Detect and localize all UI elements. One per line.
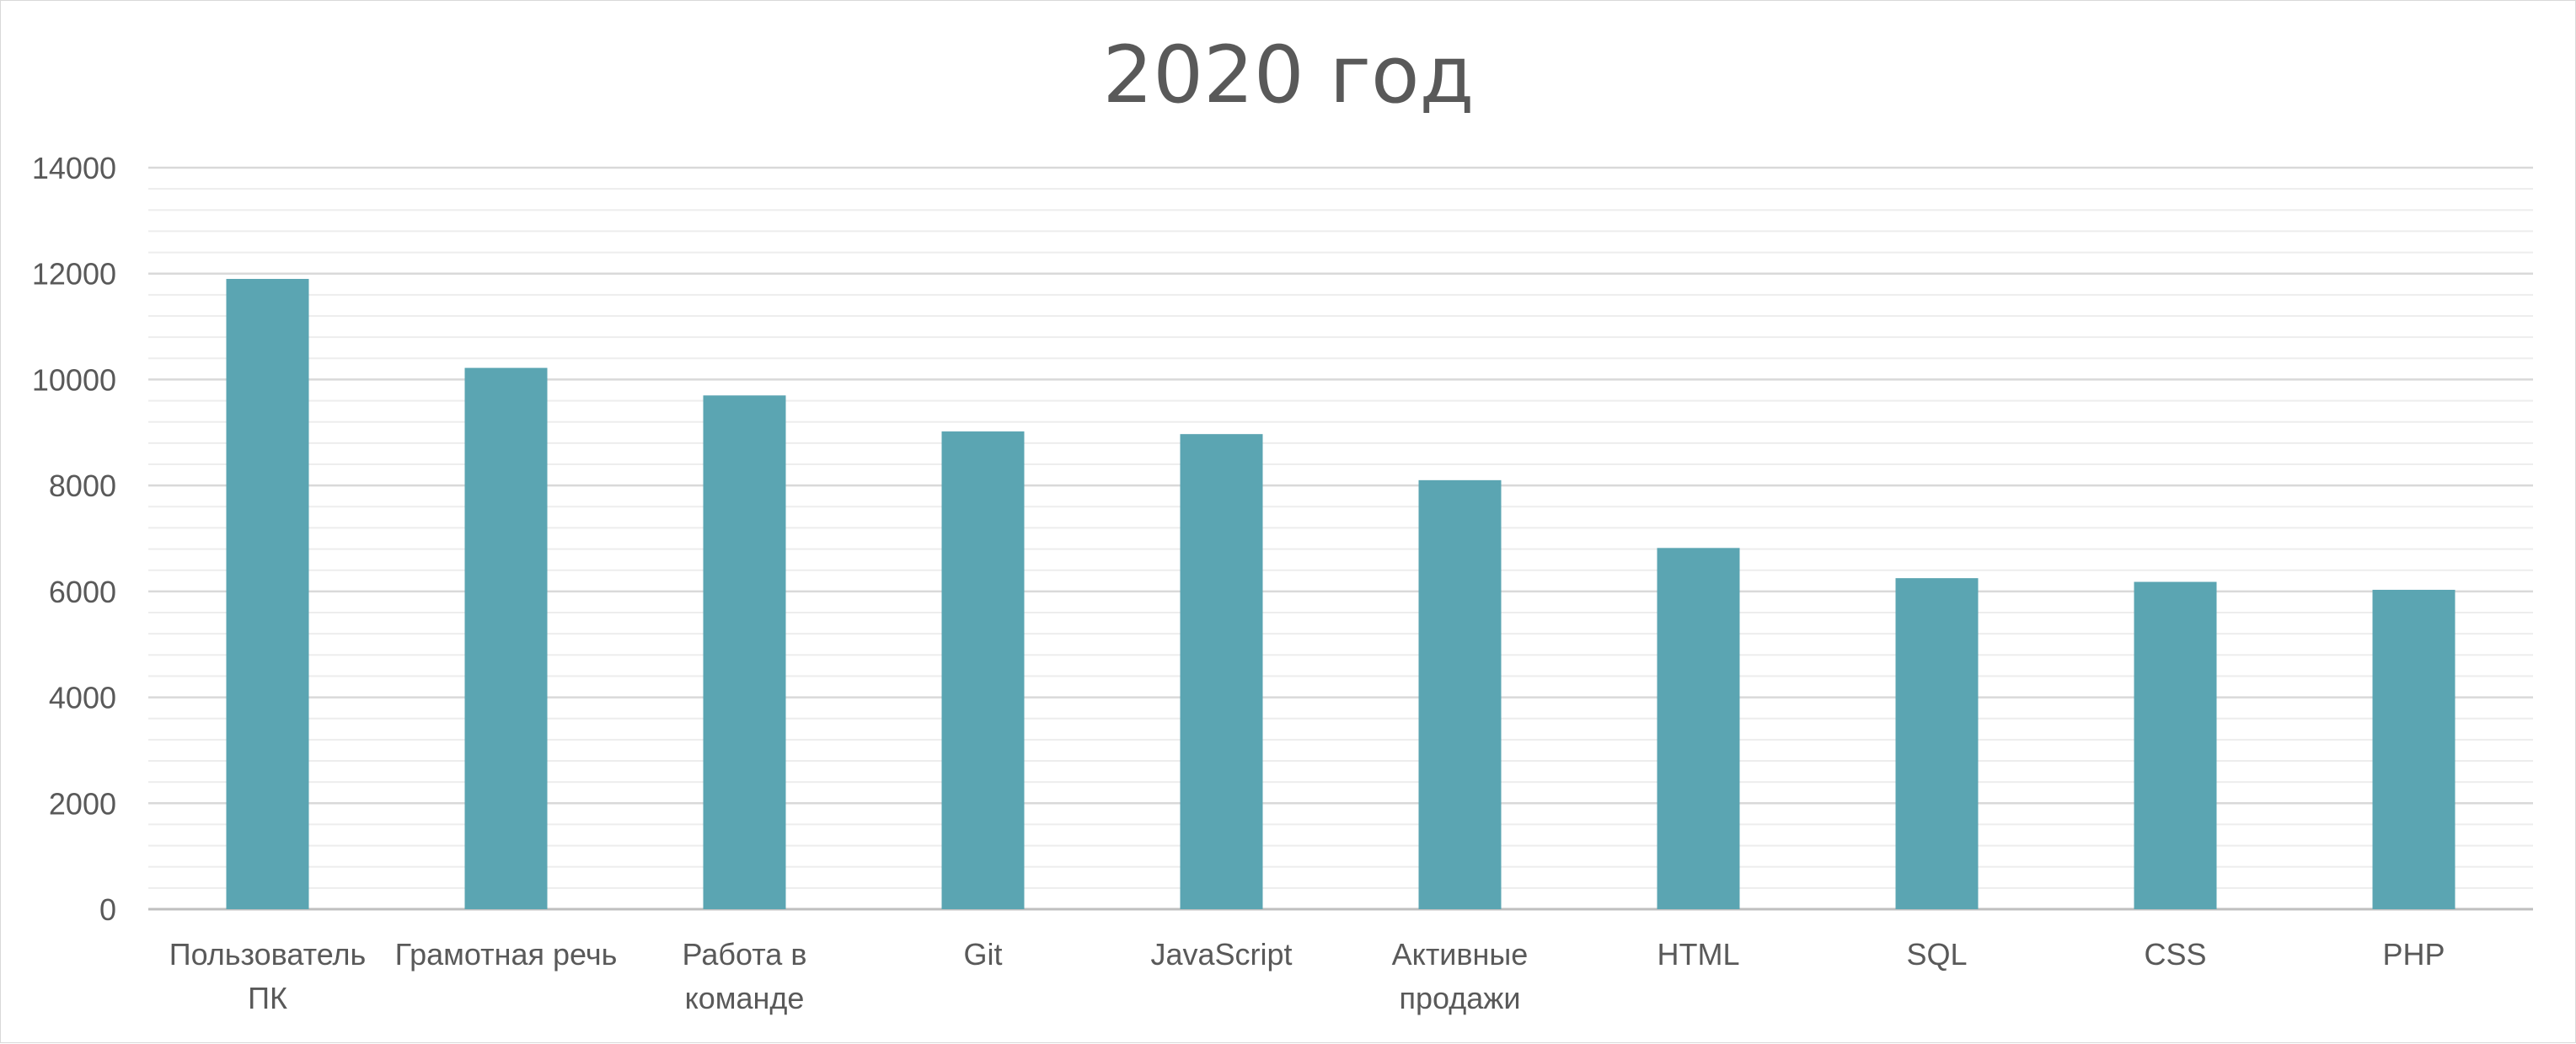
- x-tick-label: Активные продажи: [1392, 937, 1529, 1015]
- bar: [1418, 479, 1502, 909]
- x-tick-label: SQL: [1906, 937, 1967, 972]
- x-tick-label: JavaScript: [1150, 937, 1292, 972]
- y-tick-label: 10000: [32, 362, 116, 397]
- bar: [226, 279, 309, 909]
- bar: [2372, 589, 2456, 909]
- y-axis-ticks: 0 2000 4000 6000 8000 10000 12000 14000: [32, 151, 116, 927]
- x-tick-label: HTML: [1658, 937, 1740, 972]
- x-tick-label: Пользователь ПК: [169, 937, 367, 1015]
- chart-title: 2020 год: [1103, 29, 1475, 121]
- y-tick-label: 2000: [49, 786, 116, 821]
- bar: [1180, 434, 1263, 909]
- y-tick-label: 14000: [32, 151, 116, 185]
- x-tick-label: Грамотная речь: [395, 937, 618, 972]
- bar: [1657, 548, 1740, 909]
- bar: [1895, 578, 1979, 909]
- x-tick-label: Работа в команде: [683, 937, 807, 1015]
- bar: [2134, 581, 2217, 909]
- y-tick-label: 6000: [49, 575, 116, 609]
- y-tick-label: 0: [99, 892, 116, 927]
- y-tick-label: 4000: [49, 681, 116, 715]
- y-tick-label: 8000: [49, 468, 116, 503]
- x-tick-label: Git: [963, 937, 1002, 972]
- bar: [464, 367, 548, 910]
- y-tick-label: 12000: [32, 257, 116, 292]
- bar: [703, 395, 786, 909]
- x-tick-label: PHP: [2382, 937, 2445, 972]
- bars: [226, 279, 2456, 910]
- bar: [941, 431, 1025, 909]
- x-axis-labels: Пользователь ПК Грамотная речь Работа в кома…: [169, 937, 2445, 1015]
- x-tick-label: CSS: [2144, 937, 2206, 972]
